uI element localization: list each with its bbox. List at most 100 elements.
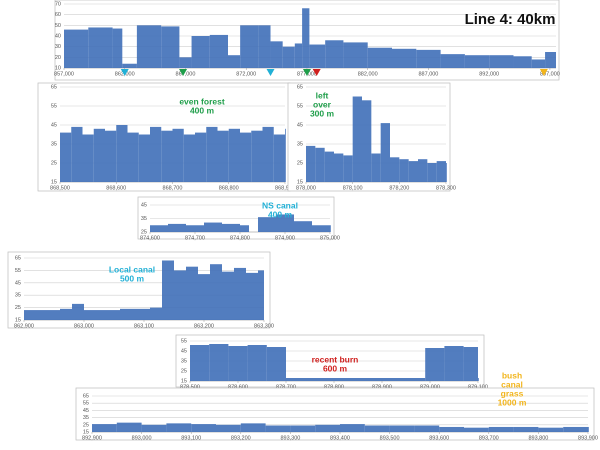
data-column [228,346,248,381]
data-column [150,225,168,232]
x-tick-label: 867,000 [176,71,196,77]
y-tick-label: 15 [15,317,21,323]
x-tick-label: 863,300 [254,323,274,329]
x-tick-label: 878,300 [436,185,456,191]
y-tick-label: 55 [15,268,21,274]
data-column [127,132,139,182]
y-tick-label: 25 [83,422,89,428]
data-column [489,55,514,68]
x-tick-label: 887,000 [418,71,438,77]
data-column [290,425,316,432]
y-tick-label: 15 [181,378,187,384]
data-column [389,425,415,432]
y-tick-label: 45 [15,280,21,286]
data-column [198,274,210,320]
data-column [414,425,440,432]
data-column [324,151,334,182]
y-tick-label: 65 [297,84,303,90]
y-tick-label: 15 [51,179,57,185]
data-column [273,134,285,182]
data-column [138,308,150,320]
y-tick-label: 65 [83,393,89,399]
x-tick-label: 893,900 [578,435,598,441]
y-tick-label: 40 [55,33,61,39]
data-column [262,126,274,182]
x-tick-label: 875,000 [320,235,340,241]
y-tick-label: 45 [83,408,89,414]
annotation: bush [502,370,522,380]
data-column [478,378,479,381]
y-tick-label: 20 [55,55,61,61]
data-column [545,52,556,68]
data-column [186,266,198,320]
data-column [439,426,464,432]
x-tick-label: 878,000 [296,185,316,191]
position-marker [312,69,321,76]
data-column [246,272,258,320]
y-tick-label: 35 [141,216,147,222]
y-tick-label: 35 [51,141,57,147]
data-column [206,126,218,182]
y-tick-label: 45 [297,122,303,128]
x-tick-label: 879,100 [468,384,488,390]
annotation: over [313,99,332,109]
position-marker [120,69,129,76]
x-tick-label: 878,100 [343,185,363,191]
annotation: left [316,90,329,100]
data-column [204,222,222,232]
data-column [463,347,478,381]
data-column [92,424,117,432]
x-tick-label: 868,900 [275,185,295,191]
data-column [216,424,241,432]
x-tick-label: 868,700 [163,185,183,191]
data-column [222,271,234,320]
x-tick-label: 878,700 [276,384,296,390]
data-column [240,423,266,432]
data-column [340,424,365,432]
data-column [191,36,210,68]
x-tick-label: 874,900 [275,235,295,241]
data-column [24,310,42,320]
data-column [60,132,72,182]
data-column [367,47,392,68]
x-tick-label: 893,400 [330,435,350,441]
data-column [282,46,295,68]
data-column [88,27,113,68]
position-marker [539,69,548,76]
data-column [371,153,381,182]
data-column [217,130,229,182]
annotation: 1000 m [498,397,527,407]
data-column [286,378,310,381]
annotation: canal [501,379,523,389]
data-column [418,159,428,182]
data-column [166,423,192,432]
annotation: Local canal [109,264,155,274]
x-tick-label: 882,000 [358,71,378,77]
data-column [343,155,353,182]
data-column [168,223,186,232]
data-column [240,25,259,68]
annotation: 400 m [268,209,293,219]
annotation: even forest [179,96,225,106]
x-tick-label: 874,800 [230,235,250,241]
data-column [294,43,303,68]
data-column [440,54,465,68]
x-tick-label: 893,200 [231,435,251,441]
data-column [234,267,246,320]
data-column [190,345,210,381]
data-column [161,26,180,68]
y-tick-label: 60 [55,12,61,18]
data-column [228,55,241,68]
data-column [436,161,446,182]
y-tick-label: 35 [83,415,89,421]
y-tick-label: 65 [51,84,57,90]
data-column [195,132,207,182]
data-column [266,347,286,381]
x-tick-label: 878,600 [228,384,248,390]
y-tick-label: 25 [297,160,303,166]
annotation: recent burn [312,354,359,364]
annotation: 500 m [120,273,145,283]
data-column [285,128,286,182]
y-tick-label: 45 [51,122,57,128]
data-column [334,153,344,182]
